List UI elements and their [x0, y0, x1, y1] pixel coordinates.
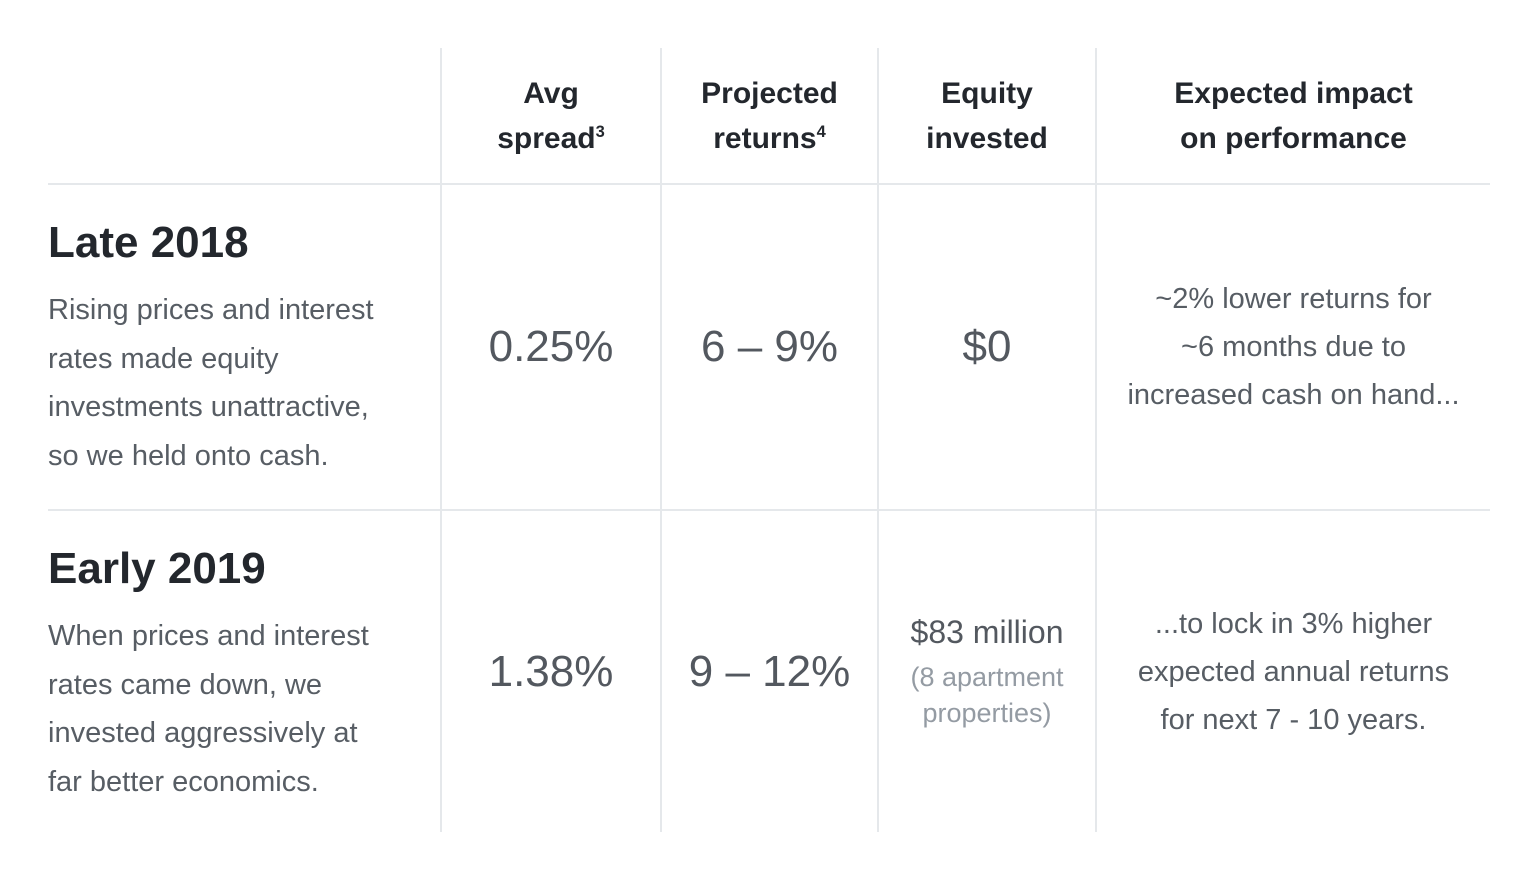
column-header-line: Avg	[523, 76, 579, 110]
cell-equity-invested-late-2018: $0	[877, 183, 1095, 509]
equity-note-line: (8 apartment	[910, 662, 1064, 692]
cell-avg-spread-early-2019: 1.38%	[440, 509, 660, 832]
column-header-line: on performance	[1180, 121, 1407, 155]
column-header-projected-returns: Projected returns4	[660, 48, 877, 183]
column-header-line: Expected impact	[1174, 76, 1413, 110]
column-header-line: invested	[926, 121, 1048, 155]
header-spacer	[48, 48, 440, 183]
description-line: rates came down, we	[48, 668, 323, 701]
cell-projected-returns-early-2019: 9 – 12%	[660, 509, 877, 832]
column-header-line: Equity	[941, 76, 1033, 110]
description-line: invested aggressively at	[48, 717, 358, 749]
equity-invested-note: (8 apartment properties)	[910, 659, 1063, 731]
description-line: Rising prices and interest	[48, 294, 374, 326]
description-line: far better economics.	[48, 765, 319, 798]
projected-returns-value: 6 – 9%	[701, 322, 838, 371]
equity-invested-value: $83 million	[910, 614, 1064, 650]
cell-expected-impact-early-2019: ...to lock in 3% higher expected annual …	[1095, 509, 1490, 832]
table-row-early-2019-label: Early 2019 When prices and interest rate…	[48, 509, 440, 832]
equity-invested-value: $0	[962, 322, 1012, 371]
column-header-line: returns4	[713, 121, 826, 155]
column-header-equity-invested: Equity invested	[877, 48, 1095, 183]
projected-returns-value: 9 – 12%	[688, 646, 851, 696]
avg-spread-value: 1.38%	[488, 646, 614, 696]
description-line: When prices and interest	[48, 620, 369, 652]
period-title: Early 2019	[48, 544, 266, 593]
impact-line: ...to lock in 3% higher	[1154, 607, 1433, 640]
impact-line: ~2% lower returns for	[1155, 283, 1432, 315]
period-title: Late 2018	[48, 218, 249, 267]
impact-line: for next 7 - 10 years.	[1160, 703, 1427, 736]
equity-note-line: properties)	[922, 698, 1052, 728]
cell-projected-returns-late-2018: 6 – 9%	[660, 183, 877, 509]
footnote-marker: 3	[595, 122, 605, 141]
table-row-late-2018-label: Late 2018 Rising prices and interest rat…	[48, 183, 440, 509]
column-header-line: spread3	[497, 121, 605, 155]
cell-expected-impact-late-2018: ~2% lower returns for ~6 months due to i…	[1095, 183, 1490, 509]
period-description: Rising prices and interest rates made eq…	[48, 286, 396, 480]
period-description: When prices and interest rates came down…	[48, 612, 396, 806]
description-line: rates made equity	[48, 342, 279, 375]
impact-line: ~6 months due to	[1181, 331, 1406, 363]
comparison-table: Avg spread3 Projected returns4 Equity in…	[48, 48, 1490, 832]
expected-impact-text: ...to lock in 3% higher expected annual …	[1138, 600, 1449, 744]
column-header-expected-impact: Expected impact on performance	[1095, 48, 1490, 183]
column-header-line: Projected	[701, 76, 838, 110]
impact-line: increased cash on hand...	[1127, 379, 1460, 411]
footnote-marker: 4	[816, 122, 826, 141]
impact-line: expected annual returns	[1137, 655, 1450, 688]
avg-spread-value: 0.25%	[488, 322, 614, 371]
description-line: so we held onto cash.	[48, 439, 329, 472]
cell-avg-spread-late-2018: 0.25%	[440, 183, 660, 509]
description-line: investments unattractive,	[48, 391, 369, 423]
expected-impact-text: ~2% lower returns for ~6 months due to i…	[1127, 275, 1459, 419]
cell-equity-invested-early-2019: $83 million (8 apartment properties)	[877, 509, 1095, 832]
column-header-avg-spread: Avg spread3	[440, 48, 660, 183]
